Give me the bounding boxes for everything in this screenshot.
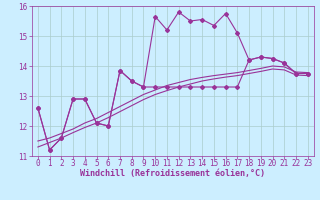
X-axis label: Windchill (Refroidissement éolien,°C): Windchill (Refroidissement éolien,°C) [80,169,265,178]
